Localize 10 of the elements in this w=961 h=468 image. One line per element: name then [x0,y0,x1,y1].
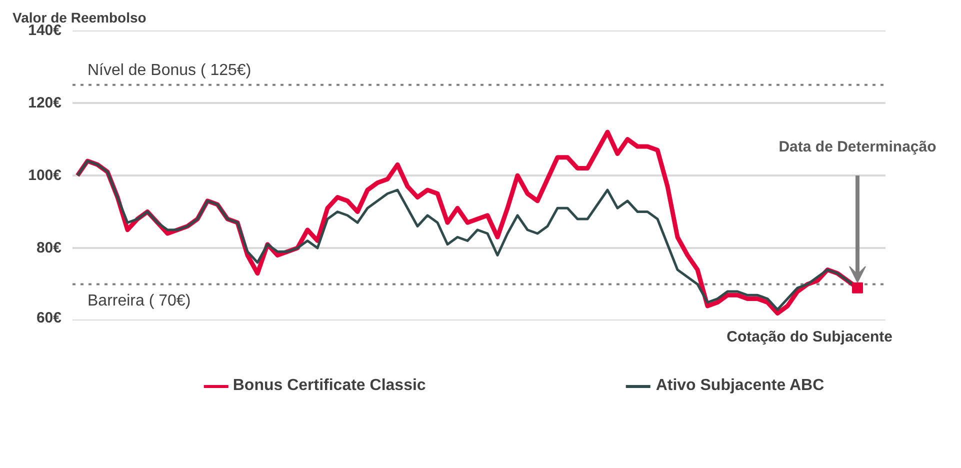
ref-line-label: Barreira ( 70€) [88,292,191,310]
y-tick-label: 100€ [28,167,62,184]
legend-label: Bonus Certificate Classic [232,377,426,395]
y-tick-label: 120€ [28,94,62,112]
y-tick-label: 80€ [36,240,62,256]
annotation: Data de Determinação [778,138,936,156]
ref-line-label: Nível de Bonus ( 125€) [88,62,252,79]
legend-label: Ativo Subjacente ABC [656,377,824,395]
y-tick-label: 60€ [36,310,62,326]
x-axis-title: Cotação do Subjacente [726,328,893,346]
